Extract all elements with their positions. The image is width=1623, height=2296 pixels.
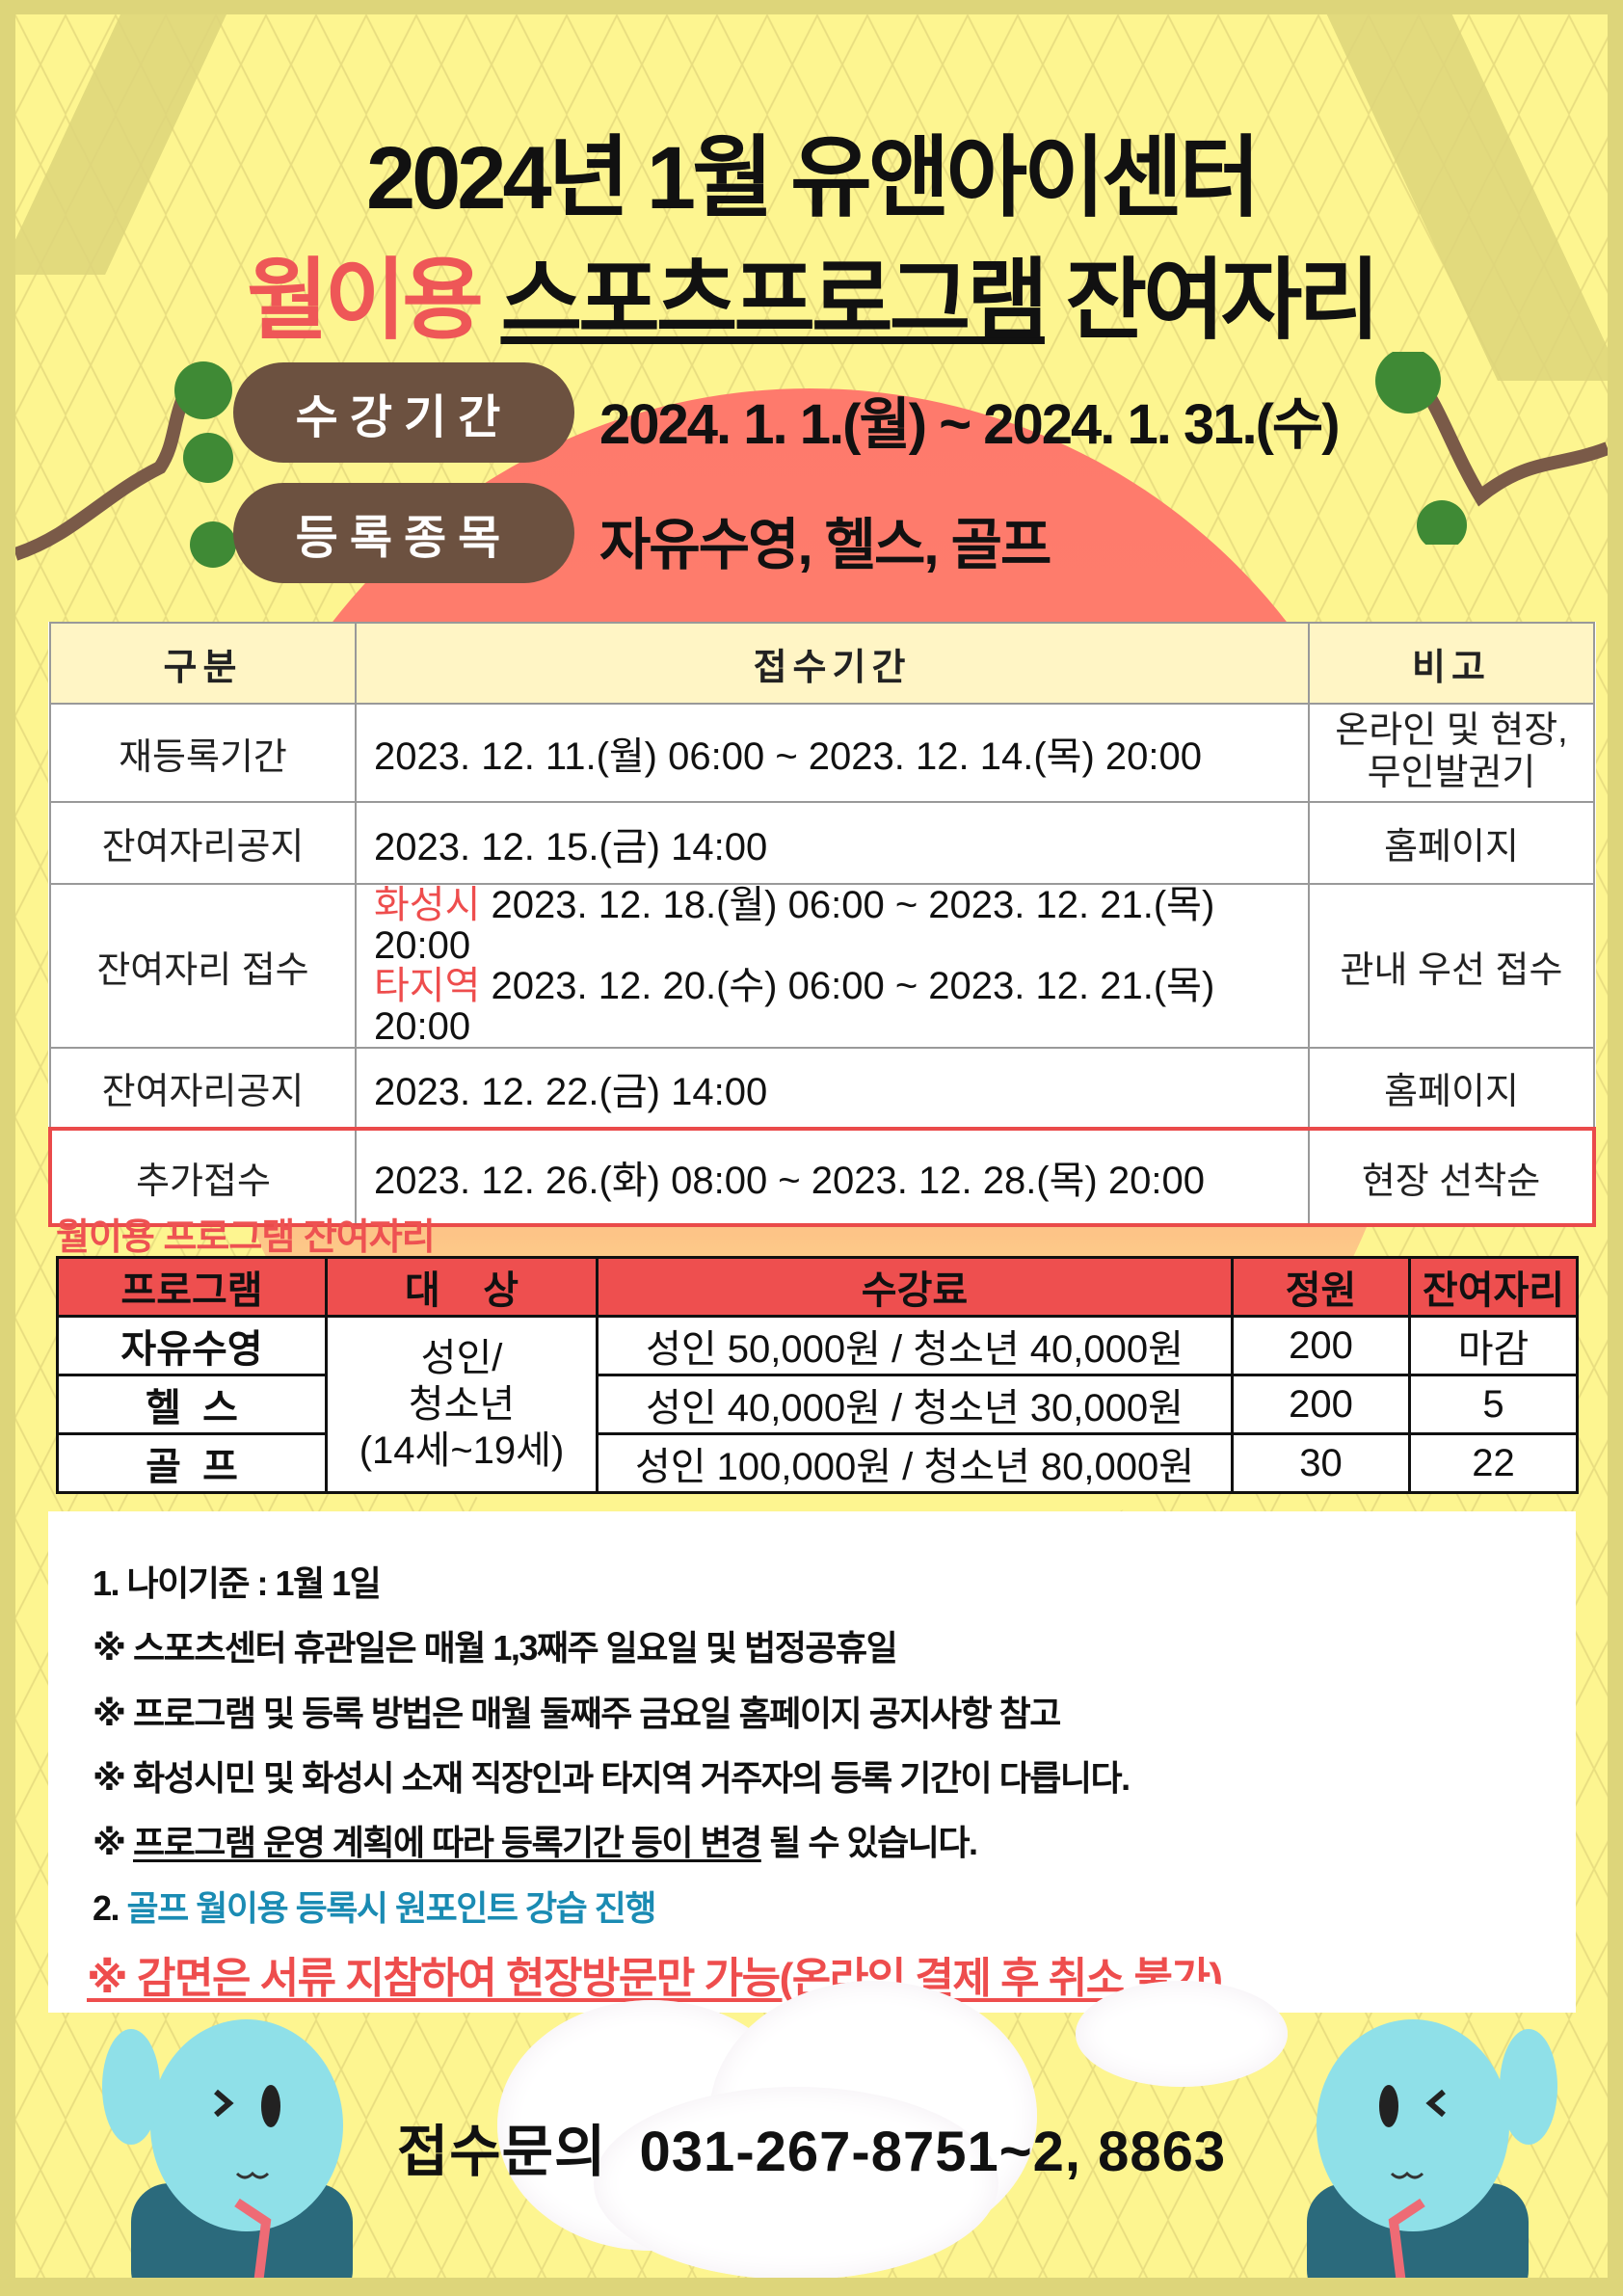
cell-capacity: 200	[1231, 1315, 1411, 1376]
cell-period: 2023. 12. 22.(금) 14:00	[355, 1047, 1310, 1130]
note-closed-days: ※ 스포츠센터 휴관일은 매월 1,3째주 일요일 및 법정공휴일	[93, 1628, 898, 1668]
note-prefix: 2.	[93, 1888, 127, 1928]
cell-capacity: 30	[1231, 1432, 1411, 1494]
dragon-mascot-right-icon	[1307, 2019, 1557, 2278]
table-row: 잔여자리 접수 화성시 2023. 12. 18.(월) 06:00 ~ 202…	[49, 883, 1595, 1049]
title-line2: 월이용 스포츠프로그램 잔여자리	[15, 228, 1608, 357]
cell-period: 화성시 2023. 12. 18.(월) 06:00 ~ 2023. 12. 2…	[355, 883, 1310, 1049]
header-note: 비고	[1308, 622, 1595, 705]
period-label-pill: 수강기간	[233, 362, 574, 463]
cell-fee: 성인 40,000원 / 청소년 30,000원	[596, 1374, 1234, 1435]
cell-program: 헬 스	[56, 1374, 328, 1435]
note-age: 1. 나이기준 : 1월 1일	[93, 1563, 382, 1603]
target-line: 청소년	[408, 1383, 516, 1426]
cell-program: 골 프	[56, 1432, 328, 1494]
table-row-highlighted: 추가접수 2023. 12. 26.(화) 08:00 ~ 2023. 12. …	[48, 1127, 1596, 1227]
header-period: 접수기간	[355, 622, 1310, 705]
table-row: 잔여자리공지 2023. 12. 15.(금) 14:00 홈페이지	[49, 801, 1595, 885]
region-tag: 타지역	[374, 965, 481, 1007]
cell-category: 잔여자리공지	[49, 1047, 357, 1130]
note-residents: ※ 화성시민 및 화성시 소재 직장인과 타지역 거주자의 등록 기간이 다릅니…	[93, 1758, 1131, 1798]
note-line1: 온라인 및 현장,	[1335, 710, 1568, 752]
note-underlined: 프로그램 운영 계획에 따라 등록기간 등이 변경	[133, 1823, 762, 1862]
cell-target: 성인/ 청소년 (14세~19세)	[325, 1315, 599, 1494]
title-line1: 2024년 1월 유앤아이센터	[365, 129, 1261, 227]
table-row: 재등록기간 2023. 12. 11.(월) 06:00 ~ 2023. 12.…	[49, 703, 1595, 803]
dragon-mascot-left-icon	[102, 2019, 353, 2278]
cell-remaining: 22	[1408, 1432, 1579, 1494]
header-fee: 수강료	[596, 1256, 1234, 1318]
cell-category: 잔여자리 접수	[49, 883, 357, 1049]
title-rest: 잔여자리	[1065, 252, 1380, 350]
header-remaining: 잔여자리	[1408, 1256, 1579, 1318]
schedule-table: 구분 접수기간 비고 재등록기간 2023. 12. 11.(월) 06:00 …	[48, 622, 1596, 1227]
cell-note: 온라인 및 현장, 무인발권기	[1308, 703, 1595, 803]
cell-note: 관내 우선 접수	[1308, 883, 1595, 1049]
pine-branch-right-icon	[1375, 352, 1608, 545]
target-line: (14세~19세)	[359, 1429, 565, 1472]
program-section-title: 월이용 프로그램 잔여자리	[56, 1217, 436, 1258]
table-row: 골 프 성인 100,000원 / 청소년 80,000원 30 22	[56, 1432, 1579, 1494]
target-line: 성인/	[420, 1337, 503, 1379]
period-value: 2024. 1. 1.(월) ~ 2024. 1. 31.(수)	[599, 393, 1341, 456]
cell-fee: 성인 100,000원 / 청소년 80,000원	[596, 1432, 1234, 1494]
header-program: 프로그램	[56, 1256, 328, 1318]
cell-capacity: 200	[1231, 1374, 1411, 1435]
contact-label: 접수문의	[396, 2121, 607, 2183]
cell-period: 2023. 12. 26.(화) 08:00 ~ 2023. 12. 28.(목…	[355, 1127, 1310, 1227]
cell-remaining: 5	[1408, 1374, 1579, 1435]
title-underlined: 스포츠프로그램	[500, 252, 1048, 350]
period-line: 타지역 2023. 12. 20.(수) 06:00 ~ 2023. 12. 2…	[374, 966, 1308, 1047]
cell-period: 2023. 12. 11.(월) 06:00 ~ 2023. 12. 14.(목…	[355, 703, 1310, 803]
period-text: 2023. 12. 18.(월) 06:00 ~ 2023. 12. 21.(목…	[374, 884, 1215, 967]
note-discount-warning: ※ 감면은 서류 지참하여 현장방문만 가능(온라인 결제 후 취소 불가)	[87, 1955, 1223, 2002]
cell-category: 추가접수	[48, 1127, 357, 1227]
poster: 2024년 1월 유앤아이센터 월이용 스포츠프로그램 잔여자리 수강기간 20…	[15, 14, 1608, 2278]
header-capacity: 정원	[1231, 1256, 1411, 1318]
pine-branch-left-icon	[15, 361, 236, 568]
note-golf: 2. 골프 월이용 등록시 원포인트 강습 진행	[93, 1881, 657, 1931]
cloud	[1076, 1981, 1288, 2087]
cell-fee: 성인 50,000원 / 청소년 40,000원	[596, 1315, 1234, 1376]
region-tag: 화성시	[374, 884, 481, 926]
note-line2: 무인발권기	[1367, 753, 1536, 793]
table-row: 잔여자리공지 2023. 12. 22.(금) 14:00 홈페이지	[49, 1047, 1595, 1130]
cloud	[594, 2087, 998, 2278]
cell-note: 홈페이지	[1308, 801, 1595, 885]
sports-value: 자유수영, 헬스, 골프	[599, 514, 1051, 576]
sports-label-pill: 등록종목	[233, 483, 574, 583]
contact-phone: 031-267-8751~2, 8863	[639, 2121, 1227, 2183]
cell-program: 자유수영	[56, 1315, 328, 1376]
cell-period: 2023. 12. 15.(금) 14:00	[355, 801, 1310, 885]
contact-info: 접수문의 031-267-8751~2, 8863	[15, 2106, 1608, 2187]
note-rest: 될 수 있습니다.	[760, 1823, 978, 1862]
cell-note: 현장 선착순	[1308, 1127, 1596, 1227]
notes-box: 1. 나이기준 : 1월 1일 ※ 스포츠센터 휴관일은 매월 1,3째주 일요…	[48, 1511, 1576, 2013]
note-change: ※ 프로그램 운영 계획에 따라 등록기간 등이 변경 될 수 있습니다.	[93, 1815, 978, 1865]
header-target: 대 상	[325, 1256, 599, 1318]
note-golf-text: 골프 월이용 등록시 원포인트 강습 진행	[126, 1888, 657, 1928]
period-line: 화성시 2023. 12. 18.(월) 06:00 ~ 2023. 12. 2…	[374, 885, 1308, 966]
period-text: 2023. 12. 20.(수) 06:00 ~ 2023. 12. 21.(목…	[374, 965, 1215, 1048]
table-row: 자유수영 성인/ 청소년 (14세~19세) 성인 50,000원 / 청소년 …	[56, 1315, 1579, 1494]
header-category: 구분	[49, 622, 357, 705]
cell-category: 잔여자리공지	[49, 801, 357, 885]
title-highlight: 월이용	[246, 252, 484, 350]
table-header-row: 구분 접수기간 비고	[49, 622, 1595, 705]
cell-category: 재등록기간	[49, 703, 357, 803]
table-header-row: 프로그램 대 상 수강료 정원 잔여자리	[56, 1256, 1579, 1318]
note-prefix: ※	[93, 1823, 133, 1862]
cell-remaining: 마감	[1408, 1315, 1579, 1376]
table-row: 헬 스 성인 40,000원 / 청소년 30,000원 200 5	[56, 1374, 1579, 1435]
program-table: 프로그램 대 상 수강료 정원 잔여자리 자유수영 성인/ 청소년 (14세~1…	[56, 1256, 1579, 1494]
note-registration: ※ 프로그램 및 등록 방법은 매월 둘째주 금요일 홈페이지 공지사항 참고	[93, 1694, 1061, 1733]
cell-note: 홈페이지	[1308, 1047, 1595, 1130]
